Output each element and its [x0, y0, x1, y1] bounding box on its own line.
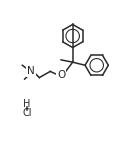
Text: O: O	[57, 70, 65, 80]
Text: Cl: Cl	[22, 108, 32, 118]
Text: N: N	[27, 66, 35, 76]
Text: H: H	[23, 99, 31, 109]
